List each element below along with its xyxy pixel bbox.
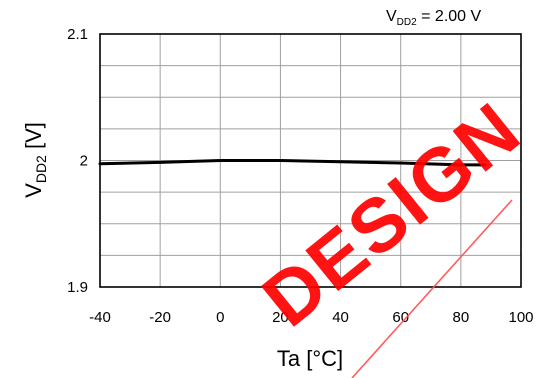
- series-group: [98, 159, 487, 167]
- y-axis-label: VDD2 [V]: [21, 122, 49, 198]
- watermark: DESIGN: [247, 86, 536, 378]
- x-tick-label: 40: [332, 309, 349, 326]
- x-tick-label: -20: [149, 309, 171, 326]
- watermark-underline: [351, 199, 513, 378]
- y-tick-label: 2: [80, 153, 88, 170]
- x-tick-label: 60: [392, 309, 409, 326]
- y-tick-label: 2.1: [67, 26, 88, 43]
- x-tick-label: 20: [272, 309, 289, 326]
- y-tick-label: 1.9: [67, 279, 88, 296]
- x-tick-label: 80: [453, 309, 470, 326]
- plot-frame: [99, 33, 522, 288]
- tick-labels: -40 -20 0 20 40 60 80 100 1.9 2 2.1: [67, 26, 533, 326]
- series-line: [98, 159, 487, 167]
- annotation-label: VDD2 = 2.00 V: [386, 8, 482, 28]
- watermark-text: DESIGN: [247, 86, 536, 343]
- x-axis-label: Ta [°C]: [277, 346, 343, 371]
- x-tick-label: 0: [216, 309, 224, 326]
- x-tick-label: 100: [508, 309, 533, 326]
- x-tick-label: -40: [89, 309, 111, 326]
